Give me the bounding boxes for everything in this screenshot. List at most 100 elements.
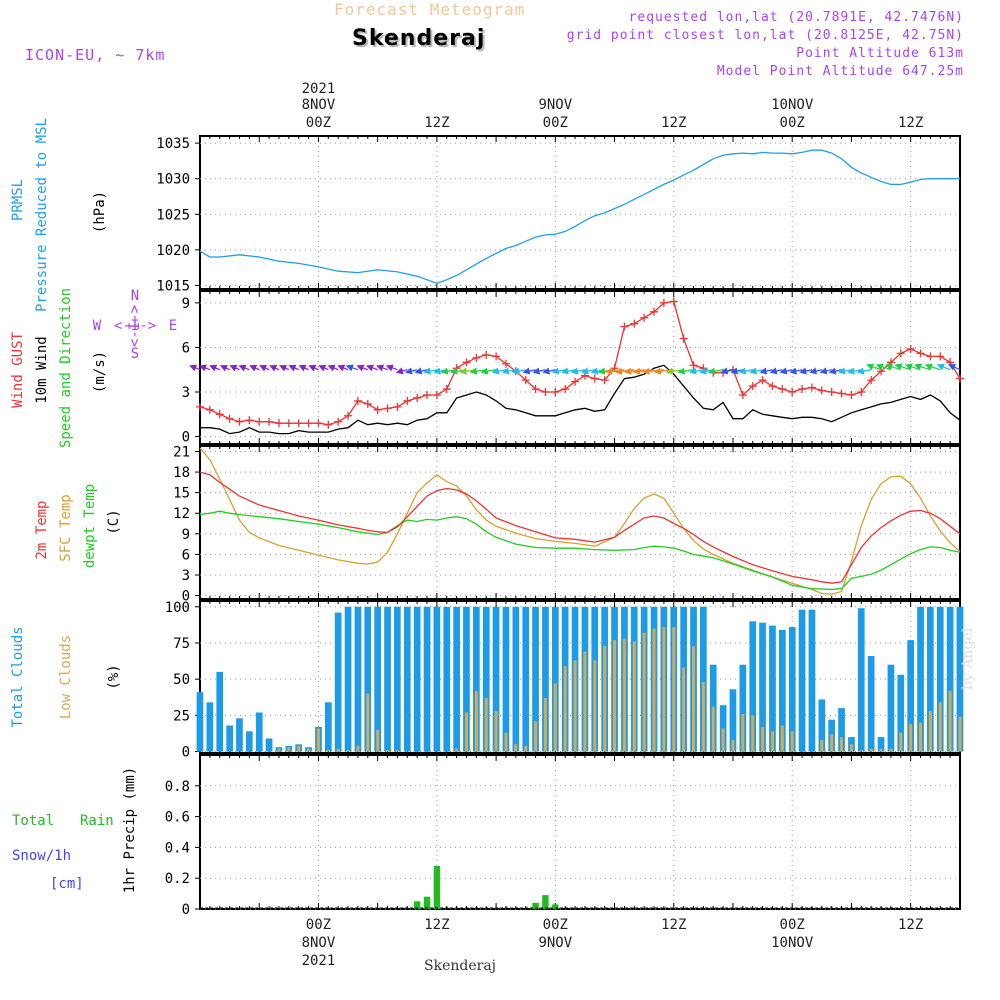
gust-marker [827,388,836,397]
total-cloud-bar [542,606,549,752]
low-cloud-bar [731,740,735,752]
gust-marker [442,385,451,394]
gust-marker [630,319,639,328]
low-cloud-bar [830,734,834,752]
total-cloud-bar [433,606,441,752]
low-cloud-bar [751,715,755,752]
y-tick-label: 0 [182,745,190,761]
wind-direction-arrow [749,367,763,375]
gust-marker [294,419,303,428]
top-date-label: 8NOV [302,97,336,113]
gust-marker [432,390,441,399]
low-cloud-bar [790,731,794,752]
gust-marker [245,416,254,425]
clouds-unit-label: (%) [106,664,122,689]
low-cloud-bar [524,745,528,752]
total-cloud-bar [769,625,776,752]
bottom-hour-label: 00Z [306,917,331,933]
y-tick-label: 18 [173,465,190,481]
total-cloud-bar [887,664,895,752]
low-cloud-bar [613,640,616,752]
gust-marker [936,352,945,361]
gust-marker [946,358,955,367]
low-cloud-bar [859,750,863,752]
rain-bar [413,901,421,909]
total-cloud-bar [492,606,500,752]
wind-direction-arrow [819,367,832,375]
pressure-label-1: PRMSL [10,179,26,221]
wind-direction-arrow [269,364,280,372]
bottom-date-label: 9NOV [538,935,572,951]
low-cloud-bar [711,706,715,752]
wind-direction-arrow [856,367,872,375]
bottom-hour-label: 12Z [661,917,686,933]
low-cloud-bar [662,627,666,752]
gust-marker [758,376,767,385]
bottom-date-label: 10NOV [771,935,814,951]
low-cloud-bar [563,666,567,752]
total-cloud-bar [206,702,214,752]
precip-snow-label: Snow/1h [12,848,71,864]
footer-location: Skenderaj [424,958,497,974]
wind-direction-arrow [828,367,842,375]
gust-marker [482,350,491,359]
wind-direction-arrow [327,364,339,372]
total-cloud-bar [236,718,243,752]
wind-direction-arrow [532,367,546,375]
wind-direction-arrow [366,364,378,372]
wind-direction-arrow [249,364,260,372]
gust-marker [590,374,599,383]
y-tick-label: 6 [182,547,190,563]
panel-frame-0 [199,135,961,290]
low-cloud-bar [297,745,301,752]
top-date-label: 9NOV [538,97,572,113]
panel-frame-2 [199,445,961,600]
point-altitude: Point Altitude 613m [796,46,964,61]
gust-marker [373,405,382,414]
total-cloud-bar [838,708,845,752]
wind-direction-arrow [199,364,211,372]
low-cloud-bar [840,737,843,752]
pressure-line [199,149,960,284]
bottom-hour-label: 12Z [898,917,923,933]
y-tick-label: 25 [173,708,190,724]
wind-unit-label: (m/s) [92,351,108,393]
bottom-hour-label: 00Z [543,917,568,933]
y-tick-label: 1015 [156,278,190,294]
gust-marker [650,307,659,316]
total-cloud-bar [226,725,233,752]
wind-direction-arrow [279,364,290,372]
wind-dir-label: Speed and Direction [58,288,74,448]
low-cloud-bar [277,748,281,752]
gust-marker [798,385,807,394]
low-cloud-bar [366,693,370,752]
y-tick-label: 1020 [156,243,190,259]
total-cloud-bar [917,606,924,752]
rain-bar [542,895,549,909]
total-cloud-bar [759,622,766,752]
low-cloud-bar [642,632,646,752]
gust-marker [353,396,362,405]
gust-marker [462,358,471,367]
sfc-temp-line [199,447,961,595]
top-hour-label: 12Z [424,115,449,131]
model-label: ICON-EU, ~ 7km [25,46,166,64]
gust-marker [837,389,846,398]
low-cloud-bar [583,651,587,752]
total-cloud-bar [255,712,263,752]
wind-direction-arrow [789,367,803,375]
low-cloud-bar [672,627,676,752]
gust-marker [551,388,560,397]
gust-marker [196,402,204,411]
wind-direction-arrow [395,367,408,375]
low-cloud-bar [682,667,686,752]
wind-direction-arrow [522,367,536,375]
wind-direction-arrow [779,367,793,375]
wind-direction-arrow [318,364,329,372]
total-cloud-bar [473,606,480,752]
wind-10m-label: 10m Wind [34,336,50,403]
low-cloud-bar [928,711,932,752]
y-tick-label: 9 [182,527,190,543]
gust-marker [205,405,214,414]
